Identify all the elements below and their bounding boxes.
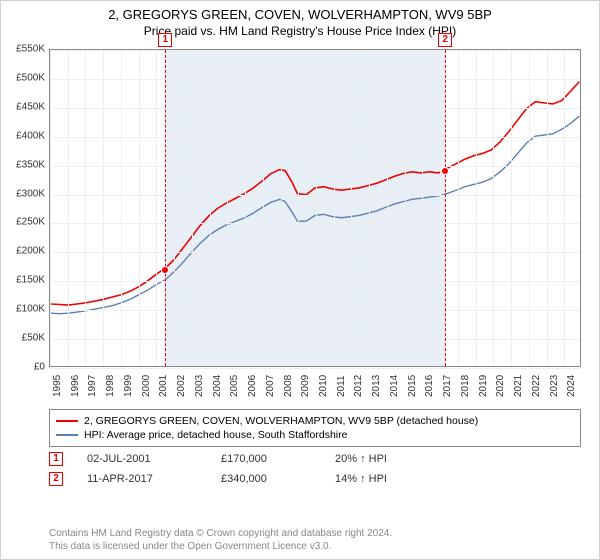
x-tick-label: 2015 — [407, 375, 418, 397]
sale-dot — [161, 266, 169, 274]
footnote-line-2: This data is licensed under the Open Gov… — [49, 541, 392, 554]
y-tick-label: £450K — [16, 101, 45, 112]
sale-price: £340,000 — [221, 473, 311, 485]
x-tick-label: 2022 — [531, 375, 542, 397]
x-tick-label: 2016 — [424, 375, 435, 397]
x-tick-label: 2012 — [353, 375, 364, 397]
x-tick-label: 1996 — [70, 375, 81, 397]
footnote-line-1: Contains HM Land Registry data © Crown c… — [49, 528, 392, 541]
x-tick-label: 2021 — [513, 375, 524, 397]
sale-delta: 14% ↑ HPI — [335, 473, 387, 485]
x-tick-label: 2010 — [318, 375, 329, 397]
y-tick-label: £550K — [16, 44, 45, 55]
x-tick-label: 1995 — [52, 375, 63, 397]
y-tick-label: £400K — [16, 130, 45, 141]
sales-block: 1 02-JUL-2001 £170,000 20% ↑ HPI 2 11-APR-201… — [49, 449, 581, 489]
x-tick-label: 2000 — [141, 375, 152, 397]
x-tick-label: 2009 — [300, 375, 311, 397]
sale-delta: 20% ↑ HPI — [335, 453, 387, 465]
x-tick-label: 2017 — [442, 375, 453, 397]
y-tick-label: £100K — [16, 304, 45, 315]
chart-container: 2, GREGORYS GREEN, COVEN, WOLVERHAMPTON,… — [0, 0, 600, 560]
sale-marker-badge: 2 — [438, 33, 452, 47]
x-tick-label: 2005 — [229, 375, 240, 397]
sale-date: 02-JUL-2001 — [87, 453, 197, 465]
x-tick-label: 2013 — [371, 375, 382, 397]
x-tick-label: 2020 — [495, 375, 506, 397]
x-tick-label: 1997 — [87, 375, 98, 397]
sale-row: 1 02-JUL-2001 £170,000 20% ↑ HPI — [49, 449, 581, 469]
sale-row: 2 11-APR-2017 £340,000 14% ↑ HPI — [49, 469, 581, 489]
legend-row: 2, GREGORYS GREEN, COVEN, WOLVERHAMPTON,… — [56, 414, 574, 428]
sale-row-badge: 2 — [49, 472, 63, 486]
y-tick-label: £0 — [34, 362, 45, 373]
x-tick-label: 2004 — [212, 375, 223, 397]
sale-dot — [441, 167, 449, 175]
y-tick-label: £350K — [16, 159, 45, 170]
legend: 2, GREGORYS GREEN, COVEN, WOLVERHAMPTON,… — [49, 409, 581, 447]
legend-label: 2, GREGORYS GREEN, COVEN, WOLVERHAMPTON,… — [84, 415, 478, 427]
x-tick-label: 2019 — [478, 375, 489, 397]
x-tick-label: 2001 — [158, 375, 169, 397]
x-tick-label: 2023 — [549, 375, 560, 397]
series-property — [51, 82, 580, 305]
legend-row: HPI: Average price, detached house, Sout… — [56, 428, 574, 442]
legend-swatch — [56, 434, 78, 436]
legend-swatch — [56, 420, 78, 422]
sale-date: 11-APR-2017 — [87, 473, 197, 485]
series-svg — [50, 50, 580, 366]
x-tick-label: 2003 — [194, 375, 205, 397]
y-tick-label: £250K — [16, 217, 45, 228]
x-tick-label: 2024 — [566, 375, 577, 397]
sale-price: £170,000 — [221, 453, 311, 465]
y-tick-label: £200K — [16, 246, 45, 257]
series-hpi — [51, 116, 580, 314]
legend-label: HPI: Average price, detached house, Sout… — [84, 429, 347, 441]
sale-marker-badge: 1 — [158, 33, 172, 47]
x-tick-label: 1999 — [123, 375, 134, 397]
y-tick-label: £300K — [16, 188, 45, 199]
x-tick-label: 2007 — [265, 375, 276, 397]
y-tick-label: £150K — [16, 275, 45, 286]
x-tick-label: 2011 — [336, 375, 347, 397]
plot-area: 12 — [49, 49, 581, 367]
x-tick-label: 1998 — [105, 375, 116, 397]
y-axis: £0£50K£100K£150K£200K£250K£300K£350K£400… — [1, 49, 49, 367]
y-tick-label: £50K — [22, 333, 45, 344]
x-tick-label: 2018 — [460, 375, 471, 397]
x-tick-label: 2002 — [176, 375, 187, 397]
sale-row-badge: 1 — [49, 452, 63, 466]
x-tick-label: 2006 — [247, 375, 258, 397]
chart-subtitle: Price paid vs. HM Land Registry's House … — [1, 22, 599, 42]
x-tick-label: 2014 — [389, 375, 400, 397]
footnote: Contains HM Land Registry data © Crown c… — [49, 528, 392, 553]
x-axis: 1995 1996 1997 1998 1999 2000 2001 2002 2003 2004… — [49, 367, 581, 405]
y-tick-label: £500K — [16, 72, 45, 83]
x-tick-label: 2008 — [283, 375, 294, 397]
chart-title: 2, GREGORYS GREEN, COVEN, WOLVERHAMPTON,… — [1, 1, 599, 22]
